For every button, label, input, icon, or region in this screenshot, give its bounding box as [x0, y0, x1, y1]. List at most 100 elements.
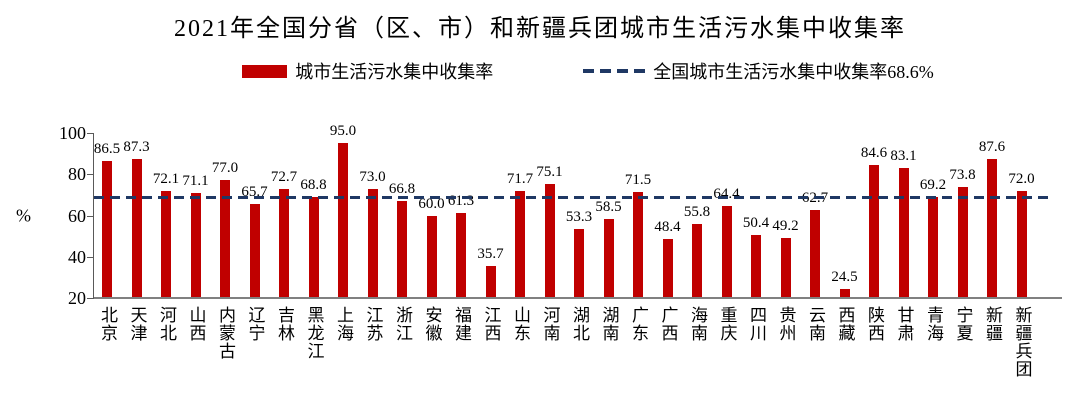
- chart-title: 2021年全国分省（区、市）和新疆兵团城市生活污水集中收集率: [174, 16, 906, 42]
- x-axis-label: 福建: [452, 306, 471, 342]
- bar-value-label: 86.5: [93, 140, 121, 157]
- bar: [928, 196, 938, 298]
- bar: [692, 224, 702, 298]
- bar-value-label: 58.5: [595, 198, 622, 215]
- x-axis-label: 辽宁: [245, 306, 265, 342]
- legend-line-label: 全国城市生活污水集中收集率68.6%: [653, 62, 934, 82]
- bar-value-label: 66.8: [388, 181, 416, 198]
- bar-value-label: 64.4: [713, 186, 740, 203]
- y-tick-label: 40: [68, 246, 86, 267]
- bar-value-label: 72.1: [152, 170, 180, 187]
- x-axis-label: 湖北: [570, 306, 589, 342]
- bar-value-label: 71.7: [506, 171, 534, 188]
- y-axis-tick: [87, 298, 93, 299]
- bar-value-label: 60.0: [418, 195, 445, 212]
- bar-value-label: 73.8: [949, 167, 976, 184]
- x-axis-label: 重庆: [717, 306, 737, 342]
- bar-value-label: 83.1: [890, 147, 917, 164]
- legend: 城市生活污水集中收集率 全国城市生活污水集中收集率68.6%: [48, 58, 1080, 84]
- bar-value-label: 75.1: [536, 164, 563, 181]
- bar: [839, 288, 850, 298]
- x-axis-label: 上海: [334, 306, 353, 342]
- bar-value-label: 71.1: [182, 172, 209, 189]
- y-axis-tick: [87, 256, 93, 258]
- bar: [338, 143, 348, 298]
- y-axis-tick: [87, 174, 93, 176]
- bar-value-label: 84.6: [860, 144, 888, 161]
- bar: [987, 158, 997, 298]
- bar-value-label: 48.4: [654, 219, 681, 236]
- x-axis-label: 内蒙古: [216, 306, 235, 360]
- x-axis-label: 北京: [98, 306, 117, 342]
- bar: [721, 206, 732, 298]
- bar: [102, 160, 112, 298]
- bar-value-label: 55.8: [683, 204, 711, 221]
- bar: [249, 203, 260, 298]
- bar-value-label: 95.0: [329, 123, 357, 140]
- x-axis-label: 吉林: [275, 306, 294, 342]
- bar-value-label: 87.3: [123, 139, 150, 156]
- bar: [662, 239, 673, 298]
- bar: [131, 159, 142, 298]
- bar-value-label: 71.5: [624, 171, 652, 188]
- bar: [869, 164, 879, 298]
- x-axis-label: 宁夏: [953, 306, 973, 342]
- y-axis-tick: [87, 215, 93, 217]
- bar-value-label: 87.6: [978, 138, 1006, 155]
- bar-value-label: 77.0: [211, 160, 239, 177]
- x-axis-label: 云南: [806, 306, 825, 342]
- x-axis-label: 青海: [924, 306, 943, 342]
- x-axis-label: 海南: [688, 306, 707, 342]
- x-axis-label: 江西: [481, 306, 501, 342]
- x-axis-line: [94, 297, 1062, 299]
- y-tick-label: 100: [59, 123, 86, 143]
- x-axis-label: 陕西: [865, 306, 884, 342]
- bar-value-label: 72.7: [270, 169, 298, 186]
- x-axis-label: 湖南: [599, 306, 619, 342]
- bar: [161, 190, 171, 298]
- bar: [220, 180, 230, 298]
- y-axis-line: [93, 133, 94, 299]
- bar-value-label: 24.5: [831, 268, 858, 285]
- bar-value-label: 35.7: [477, 245, 504, 262]
- bar-value-label: 50.4: [742, 215, 770, 232]
- x-axis-label: 山东: [511, 306, 530, 342]
- bar: [397, 201, 407, 298]
- bar-value-label: 69.2: [919, 176, 947, 193]
- bar: [279, 189, 289, 298]
- bar: [515, 191, 525, 298]
- x-axis-label: 河南: [540, 306, 560, 342]
- bar: [485, 265, 496, 298]
- bar: [603, 218, 614, 298]
- bar: [810, 209, 820, 298]
- bar-series-swatch-icon: [242, 64, 288, 78]
- x-axis-label: 浙江: [393, 306, 412, 342]
- y-tick-label: 20: [68, 288, 86, 308]
- x-axis-label: 四川: [747, 306, 766, 342]
- bar-value-label: 73.0: [359, 168, 386, 185]
- x-axis-label: 黑龙江: [304, 306, 324, 360]
- legend-bar-label: 城市生活污水集中收集率: [295, 62, 494, 82]
- bar: [898, 167, 909, 298]
- y-axis-unit-label: %: [16, 205, 31, 225]
- bar: [633, 191, 643, 298]
- x-axis-label: 新疆兵团: [1012, 306, 1032, 378]
- bar: [1016, 190, 1027, 298]
- bar: [426, 215, 437, 298]
- x-axis-label: 广西: [658, 306, 678, 342]
- bar-value-label: 65.7: [241, 183, 268, 200]
- bar: [456, 212, 466, 298]
- x-axis-label: 贵州: [776, 306, 796, 342]
- y-tick-label: 60: [68, 205, 86, 226]
- bar-value-label: 68.8: [300, 177, 327, 194]
- bar: [367, 188, 378, 298]
- bar: [190, 192, 201, 298]
- bar-value-label: 72.0: [1008, 170, 1035, 187]
- x-axis-label: 西藏: [835, 306, 855, 342]
- x-axis-label: 广东: [629, 306, 648, 342]
- national-average-dashed-line: [94, 196, 1051, 200]
- bar: [957, 187, 968, 298]
- x-axis-label: 天津: [127, 306, 147, 342]
